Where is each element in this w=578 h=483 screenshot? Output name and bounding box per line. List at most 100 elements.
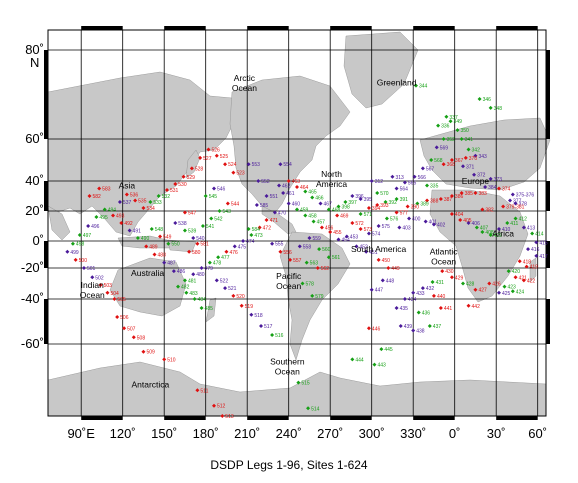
continent-label: Antarctica (131, 380, 169, 390)
site-marker (158, 234, 163, 239)
site-label: 335 (430, 184, 439, 190)
site-label: 470 (278, 211, 287, 217)
site-marker (425, 198, 430, 203)
site-marker (176, 284, 181, 289)
site-label: 368 (447, 162, 456, 168)
site-label: 451 (369, 250, 378, 256)
site-label: 450 (382, 258, 391, 264)
site-label: 502 (95, 275, 104, 281)
site-marker (530, 231, 535, 236)
site-label: 449 (391, 266, 400, 272)
site-label: 490 (141, 236, 150, 242)
site-label: 545 (209, 194, 218, 200)
site-label: 541 (206, 224, 215, 230)
top-scale-block (330, 26, 372, 30)
site-label: 336 (441, 124, 450, 130)
site-label: 514 (311, 406, 320, 412)
site-marker (164, 188, 169, 192)
site-label: 410 (502, 227, 511, 233)
latitude-tick-label: -60˚ (21, 336, 44, 351)
bottom-scale-block (413, 416, 455, 420)
site-marker (379, 347, 384, 352)
bottom-scale-block (164, 416, 206, 420)
site-label: 555 (275, 242, 284, 248)
site-marker (189, 166, 194, 171)
site-label: 558 (303, 244, 312, 250)
site-marker (127, 228, 132, 233)
site-label: 475 (238, 244, 247, 250)
site-label: 437 (433, 324, 442, 330)
site-marker (264, 194, 269, 198)
site-label: 580 (192, 250, 201, 256)
site-marker (286, 201, 291, 206)
site-marker (187, 249, 192, 254)
site-label: 443 (377, 363, 386, 369)
site-marker (455, 128, 460, 133)
site-marker (350, 221, 355, 225)
site-label: 463 (292, 179, 301, 185)
continent-label: Asia (119, 181, 136, 191)
site-marker (506, 269, 511, 274)
site-label: 505 (117, 297, 126, 303)
site-label: 492 (124, 221, 133, 227)
site-label: 496 (91, 224, 100, 230)
longitude-tick-label: 90˚E (67, 426, 95, 441)
site-label: 473 (254, 233, 263, 239)
site-label: 388 (430, 199, 439, 205)
site-label: 550 (171, 242, 180, 248)
site-marker (241, 239, 246, 243)
latitude-tick-label: -40˚ (21, 291, 44, 306)
site-marker (115, 315, 120, 319)
site-label: 549 (163, 235, 172, 241)
site-marker (375, 191, 380, 195)
site-marker (326, 207, 331, 212)
longitude-tick-label: 120˚ (110, 426, 136, 441)
site-marker (412, 174, 417, 179)
site-label: 396 (355, 194, 364, 200)
site-marker (434, 145, 439, 150)
site-label: 481 (188, 278, 197, 284)
site-marker (303, 189, 308, 194)
longitude-tick-label: 60˚ (528, 426, 547, 441)
site-marker (65, 249, 70, 254)
site-marker (397, 225, 402, 230)
site-marker (192, 297, 197, 301)
site-label: 395 (364, 197, 373, 203)
site-marker (358, 197, 363, 201)
site-marker (441, 162, 446, 167)
site-marker (501, 204, 506, 209)
site-marker (394, 210, 399, 215)
site-label: 344 (419, 84, 428, 90)
site-label: 420 (512, 269, 521, 275)
site-label: 479 (205, 266, 214, 272)
site-label: 466 (315, 196, 324, 202)
site-label: 564 (400, 187, 409, 193)
top-scale-block (247, 26, 289, 30)
site-marker (184, 290, 189, 295)
left-scale-block (44, 50, 48, 139)
site-label: 411 (510, 221, 518, 227)
site-marker (358, 212, 363, 216)
site-label: 402 (437, 223, 446, 229)
site-label: 465 (308, 190, 317, 196)
site-label: 428 (466, 282, 475, 288)
site-label: 423 (508, 285, 517, 291)
site-label: 510 (167, 357, 176, 363)
site-marker (148, 200, 153, 204)
site-label: 529 (187, 175, 196, 181)
site-label: 559 (312, 236, 321, 242)
site-label: 352 (447, 137, 456, 143)
land-north-america (229, 75, 351, 215)
site-marker (472, 172, 477, 177)
site-marker (366, 326, 371, 331)
site-marker (304, 260, 309, 265)
site-label: 552 (261, 179, 270, 185)
site-label: 453 (350, 235, 359, 241)
site-label: 527 (203, 156, 212, 162)
site-label: 539 (188, 229, 197, 235)
site-label: 433 (416, 291, 425, 297)
site-label: 487 (167, 261, 176, 267)
site-marker (390, 174, 395, 179)
site-marker (483, 185, 488, 189)
